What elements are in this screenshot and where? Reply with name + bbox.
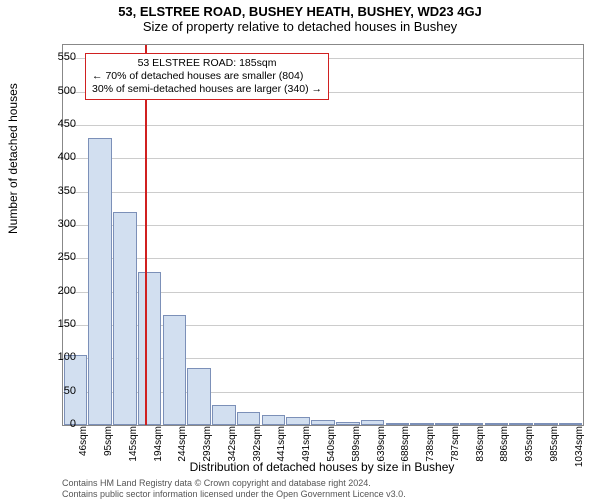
xtick-label: 342sqm bbox=[227, 426, 238, 462]
xtick-label: 293sqm bbox=[202, 426, 213, 462]
histogram-bar bbox=[361, 420, 385, 425]
xtick-label: 738sqm bbox=[425, 426, 436, 462]
gridline-h bbox=[63, 192, 583, 193]
ytick-label: 450 bbox=[38, 118, 76, 130]
xtick-label: 688sqm bbox=[400, 426, 411, 462]
reference-line bbox=[145, 45, 147, 425]
histogram-bar bbox=[113, 212, 137, 425]
ytick-label: 400 bbox=[38, 151, 76, 163]
xtick-label: 589sqm bbox=[351, 426, 362, 462]
histogram-bar bbox=[336, 422, 360, 425]
ytick-label: 150 bbox=[38, 318, 76, 330]
chart-title-block: 53, ELSTREE ROAD, BUSHEY HEATH, BUSHEY, … bbox=[0, 4, 600, 34]
histogram-bar bbox=[286, 417, 310, 425]
histogram-bar bbox=[88, 138, 112, 425]
histogram-bar bbox=[435, 423, 459, 425]
histogram-bar bbox=[509, 423, 533, 425]
ytick-label: 250 bbox=[38, 251, 76, 263]
histogram-bar bbox=[386, 423, 410, 425]
ytick-label: 50 bbox=[38, 385, 76, 397]
histogram-bar bbox=[212, 405, 236, 425]
ytick-label: 550 bbox=[38, 51, 76, 63]
ytick-label: 500 bbox=[38, 85, 76, 97]
histogram-bar bbox=[187, 368, 211, 425]
xtick-label: 540sqm bbox=[326, 426, 337, 462]
xtick-label: 145sqm bbox=[128, 426, 139, 462]
annotation-box: 53 ELSTREE ROAD: 185sqm← 70% of detached… bbox=[85, 53, 329, 100]
ytick-label: 100 bbox=[38, 351, 76, 363]
histogram-bar bbox=[460, 423, 484, 425]
xtick-label: 46sqm bbox=[78, 426, 89, 456]
footnote-line-1: Contains HM Land Registry data © Crown c… bbox=[62, 478, 406, 489]
histogram-bar bbox=[311, 420, 335, 425]
gridline-h bbox=[63, 258, 583, 259]
xtick-label: 836sqm bbox=[475, 426, 486, 462]
gridline-h bbox=[63, 158, 583, 159]
ytick-label: 350 bbox=[38, 185, 76, 197]
ytick-label: 300 bbox=[38, 218, 76, 230]
annotation-line-2: ← 70% of detached houses are smaller (80… bbox=[92, 70, 322, 83]
histogram-bar bbox=[262, 415, 286, 425]
histogram-bar bbox=[163, 315, 187, 425]
histogram-bar bbox=[138, 272, 162, 425]
xtick-label: 392sqm bbox=[252, 426, 263, 462]
xtick-label: 244sqm bbox=[177, 426, 188, 462]
x-axis-label: Distribution of detached houses by size … bbox=[62, 460, 582, 474]
histogram-bar bbox=[485, 423, 509, 425]
gridline-h bbox=[63, 225, 583, 226]
histogram-bar bbox=[410, 423, 434, 425]
xtick-label: 441sqm bbox=[276, 426, 287, 462]
histogram-bar bbox=[237, 412, 261, 425]
xtick-label: 491sqm bbox=[301, 426, 312, 462]
xtick-label: 95sqm bbox=[103, 426, 114, 456]
footnote: Contains HM Land Registry data © Crown c… bbox=[62, 478, 406, 500]
ytick-label: 200 bbox=[38, 285, 76, 297]
y-axis-label: Number of detached houses bbox=[6, 83, 20, 234]
xtick-label: 639sqm bbox=[376, 426, 387, 462]
xtick-label: 886sqm bbox=[499, 426, 510, 462]
xtick-label: 985sqm bbox=[549, 426, 560, 462]
xtick-label: 1034sqm bbox=[574, 426, 585, 467]
xtick-label: 935sqm bbox=[524, 426, 535, 462]
ytick-label: 0 bbox=[38, 418, 76, 430]
plot-area: 53 ELSTREE ROAD: 185sqm← 70% of detached… bbox=[62, 44, 584, 426]
title-line-2: Size of property relative to detached ho… bbox=[0, 19, 600, 34]
title-line-1: 53, ELSTREE ROAD, BUSHEY HEATH, BUSHEY, … bbox=[0, 4, 600, 19]
histogram-bar bbox=[559, 423, 583, 425]
xtick-label: 194sqm bbox=[153, 426, 164, 462]
footnote-line-2: Contains public sector information licen… bbox=[62, 489, 406, 500]
xtick-label: 787sqm bbox=[450, 426, 461, 462]
histogram-bar bbox=[534, 423, 558, 425]
annotation-line-1: 53 ELSTREE ROAD: 185sqm bbox=[92, 57, 322, 70]
gridline-h bbox=[63, 125, 583, 126]
annotation-line-3: 30% of semi-detached houses are larger (… bbox=[92, 83, 322, 96]
